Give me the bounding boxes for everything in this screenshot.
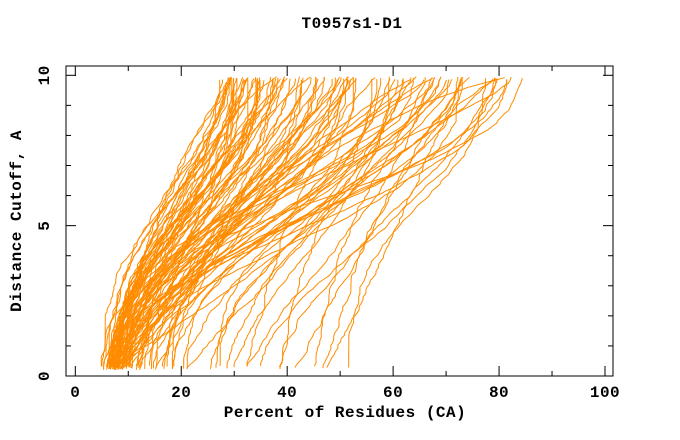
- x-tick-label: 0: [70, 384, 80, 402]
- model-curve: [246, 77, 376, 366]
- model-curve: [173, 77, 442, 367]
- model-curve: [101, 79, 221, 366]
- model-curve: [108, 78, 238, 370]
- x-tick-label: 100: [590, 384, 620, 402]
- model-curve: [260, 77, 495, 367]
- model-curve: [114, 79, 508, 369]
- model-curve: [109, 79, 411, 367]
- model-curve: [131, 79, 463, 369]
- model-curve: [103, 76, 512, 370]
- y-tick-label: 5: [36, 221, 54, 231]
- axis-tick-labels: 0 20 40 60 80 100 0 5 10: [36, 65, 620, 402]
- model-curve: [117, 76, 348, 370]
- model-curve: [151, 79, 403, 370]
- model-curve: [125, 76, 390, 368]
- x-tick-label: 60: [383, 384, 403, 402]
- model-curve: [120, 78, 404, 369]
- model-curve: [122, 79, 378, 370]
- model-curve: [113, 76, 349, 370]
- y-tick-label: 10: [36, 65, 54, 85]
- x-axis-title: Percent of Residues (CA): [224, 404, 466, 422]
- model-curve: [130, 78, 348, 368]
- model-curve: [114, 79, 396, 370]
- model-curves: [100, 76, 523, 371]
- x-tick-label: 20: [171, 384, 191, 402]
- model-curve: [186, 79, 450, 369]
- model-curve: [139, 79, 302, 371]
- model-curve: [100, 76, 442, 367]
- model-curve: [144, 78, 499, 369]
- model-curve: [109, 77, 342, 369]
- model-curve: [348, 78, 486, 368]
- model-curve: [106, 79, 508, 367]
- x-tick-label: 40: [277, 384, 297, 402]
- model-curve: [115, 78, 373, 370]
- model-curve: [161, 78, 357, 367]
- model-curve: [109, 79, 274, 367]
- y-tick-label: 0: [36, 371, 54, 381]
- chart-title: T0957s1-D1: [301, 15, 402, 33]
- plot-border: [65, 65, 614, 377]
- model-curve: [322, 78, 496, 369]
- model-curve: [215, 77, 459, 368]
- model-curve: [278, 78, 497, 368]
- model-curve: [116, 76, 417, 367]
- model-curve: [155, 78, 281, 370]
- x-tick-label: 80: [489, 384, 509, 402]
- y-axis-title: Distance Cutoff, A: [8, 130, 26, 312]
- model-curve: [118, 76, 436, 369]
- model-curve: [117, 77, 414, 370]
- axis-ticks: [66, 66, 613, 377]
- model-curve: [125, 78, 345, 369]
- model-curve: [326, 77, 464, 368]
- model-curve: [112, 77, 312, 369]
- model-curve: [124, 77, 279, 367]
- model-curve: [152, 79, 462, 369]
- model-curve: [246, 77, 433, 367]
- model-curve: [109, 77, 523, 369]
